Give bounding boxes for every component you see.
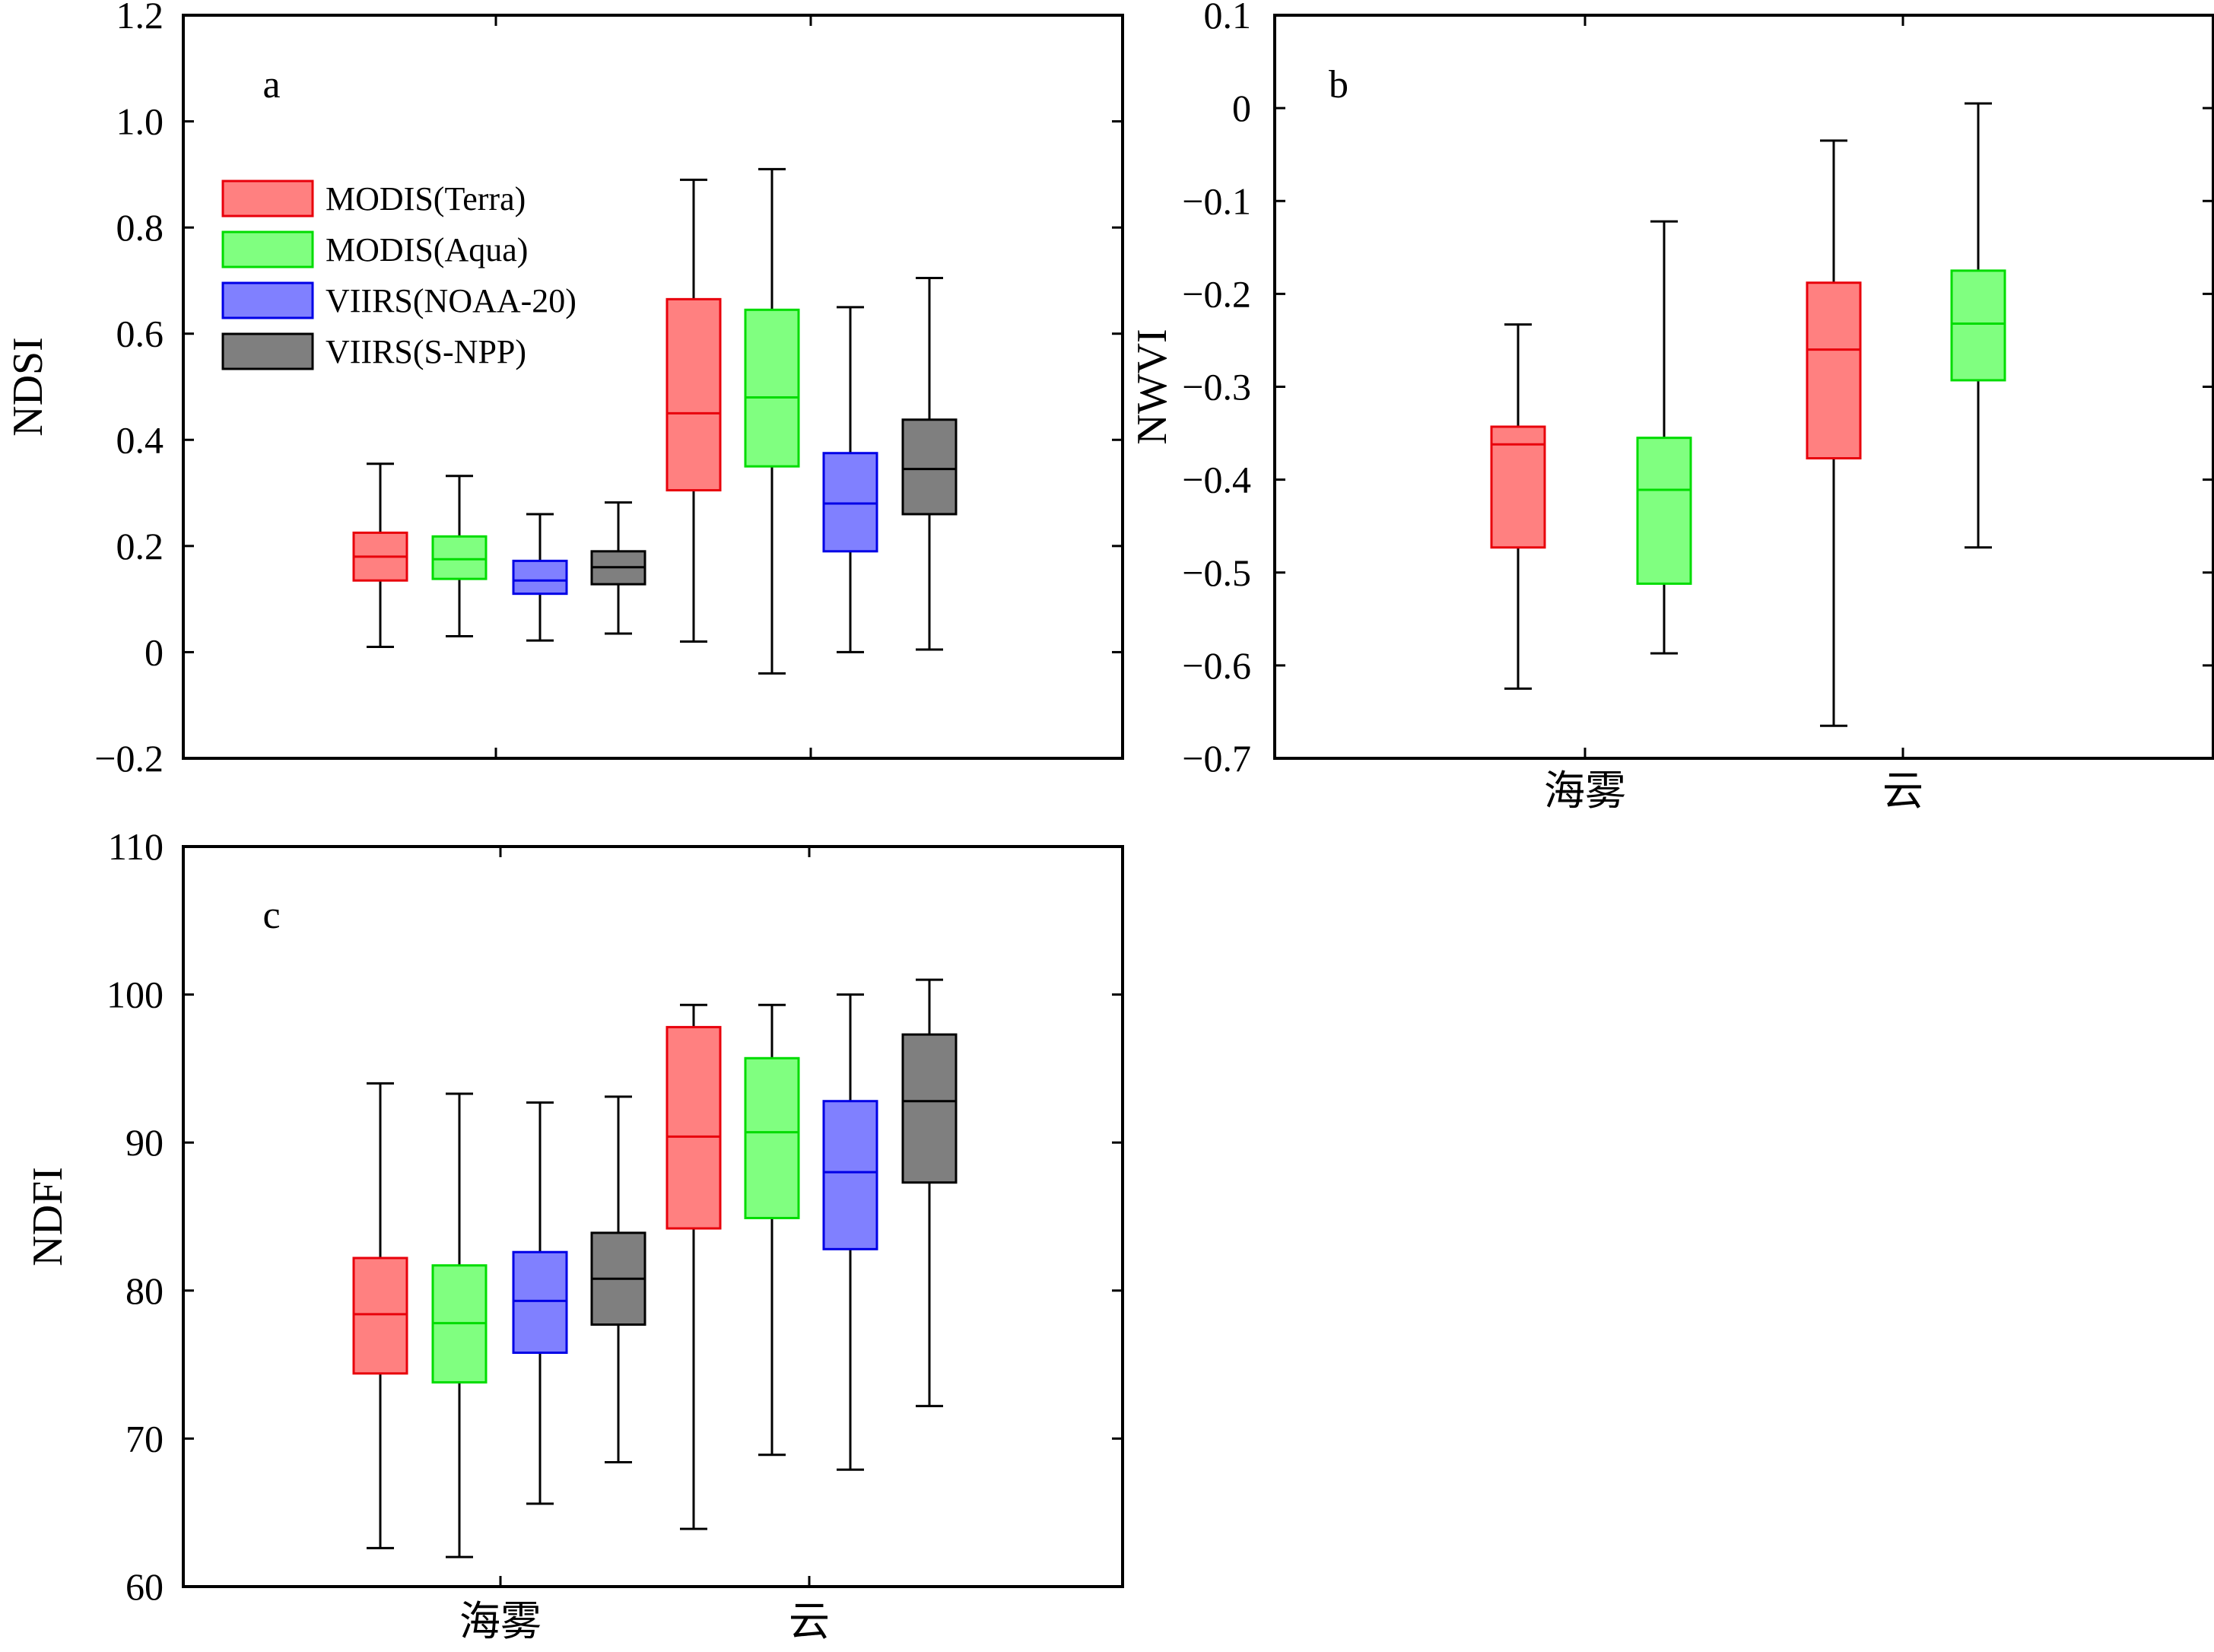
legend-label: MODIS(Terra)	[326, 180, 526, 218]
y-tick-label: 80	[125, 1269, 164, 1312]
box-viirs-s-npp-	[901, 978, 958, 1408]
legend-swatch	[221, 332, 314, 370]
chart-panel-b: −0.7 −0.6 −0.5 −0.4 −0.3 −0.2 −0.1 0 0.1 海雾 云 NWVI b	[1129, 0, 2214, 815]
legend-item: VIIRS(NOAA-20)	[221, 281, 577, 319]
y-tick-label: 0	[145, 631, 164, 673]
y-tick-label: −0.2	[1182, 272, 1251, 315]
y-tick-label: 110	[108, 825, 164, 868]
legend-item: MODIS(Aqua)	[221, 230, 528, 268]
box-modis-aqua-	[431, 1092, 488, 1558]
legend-label: MODIS(Aqua)	[326, 231, 528, 268]
box-iqr	[1950, 269, 2006, 382]
box-modis-terra-	[665, 178, 722, 643]
x-category-label: 云	[789, 1597, 830, 1645]
box-iqr	[665, 297, 722, 492]
y-tick-label: 90	[125, 1121, 164, 1164]
box-iqr	[352, 1256, 408, 1375]
x-category-label: 海雾	[459, 1597, 542, 1645]
y-tick-label: 0.8	[116, 206, 164, 249]
panel-label: b	[1329, 63, 1348, 106]
y-tick-label: 0.6	[116, 313, 164, 355]
box-iqr	[822, 452, 878, 553]
y-tick-label: 0.4	[116, 418, 164, 461]
box-modis-aqua-	[744, 1003, 800, 1457]
plot-frame	[1273, 14, 2214, 760]
box-viirs-noaa-20-	[512, 1101, 568, 1505]
legend-label: VIIRS(S-NPP)	[326, 333, 526, 370]
y-tick-label: 60	[125, 1565, 164, 1608]
y-tick-label: −0.5	[1182, 551, 1251, 594]
box-viirs-noaa-20-	[822, 306, 878, 653]
box-iqr	[901, 418, 958, 516]
legend-label: VIIRS(NOAA-20)	[326, 282, 577, 319]
legend-swatch	[221, 230, 314, 268]
box-viirs-s-npp-	[590, 501, 646, 635]
box-viirs-noaa-20-	[822, 993, 878, 1471]
box-iqr	[822, 1100, 878, 1250]
y-axis-label: NDFI	[24, 1167, 71, 1266]
panel-label: a	[262, 63, 280, 106]
y-tick-label: 1.0	[116, 100, 164, 143]
box-iqr	[512, 559, 568, 596]
legend: MODIS(Terra) MODIS(Aqua) VIIRS(NOAA-20) VII…	[221, 179, 577, 370]
x-category-label: 云	[1882, 767, 1923, 815]
y-tick-label: −0.2	[94, 737, 164, 780]
y-tick-label: 1.2	[116, 0, 164, 37]
y-axis-label: NDSI	[5, 337, 52, 437]
y-tick-label: −0.1	[1182, 179, 1251, 222]
box-iqr	[1806, 281, 1862, 460]
y-tick-label: 0.1	[1204, 0, 1252, 37]
y-tick-label: 100	[106, 974, 164, 1016]
box-iqr	[1636, 437, 1692, 585]
legend-swatch	[221, 179, 314, 218]
y-tick-label: −0.4	[1182, 459, 1251, 501]
box-modis-terra-	[1490, 323, 1546, 690]
box-modis-aqua-	[744, 167, 800, 675]
y-axis-label: NWVI	[1129, 329, 1176, 444]
y-tick-label: 0.2	[116, 525, 164, 567]
plot-frame	[182, 845, 1124, 1588]
box-modis-terra-	[352, 1082, 408, 1549]
box-modis-terra-	[1806, 139, 1862, 727]
box-iqr	[744, 1056, 800, 1219]
box-iqr	[665, 1025, 722, 1230]
box-modis-aqua-	[1950, 102, 2006, 549]
legend-item: VIIRS(S-NPP)	[221, 332, 526, 370]
legend-item: MODIS(Terra)	[221, 179, 526, 218]
box-iqr	[1490, 425, 1546, 549]
box-viirs-s-npp-	[590, 1095, 646, 1464]
chart-panel-a: −0.2 0 0.2 0.4 0.6 0.8 1.0 1.2 NDSI a	[5, 0, 1124, 780]
box-viirs-s-npp-	[901, 276, 958, 651]
box-iqr	[744, 308, 800, 468]
y-tick-label: −0.7	[1182, 737, 1251, 780]
box-modis-terra-	[352, 462, 408, 648]
box-iqr	[431, 535, 488, 580]
chart-panel-c: 60 70 80 90 100 110 海雾 云 NDFI c	[24, 825, 1124, 1645]
plot-frame	[182, 14, 1124, 760]
y-tick-label: 0	[1232, 87, 1251, 129]
y-tick-label: 70	[125, 1417, 164, 1460]
y-tick-label: −0.3	[1182, 366, 1251, 408]
box-modis-aqua-	[1636, 220, 1692, 655]
box-iqr	[512, 1250, 568, 1355]
x-category-label: 海雾	[1544, 767, 1626, 815]
box-iqr	[901, 1033, 958, 1184]
legend-swatch	[221, 281, 314, 319]
y-tick-label: −0.6	[1182, 644, 1251, 687]
panel-label: c	[262, 894, 280, 937]
box-viirs-noaa-20-	[512, 513, 568, 642]
box-modis-terra-	[665, 1003, 722, 1530]
box-modis-aqua-	[431, 475, 488, 637]
